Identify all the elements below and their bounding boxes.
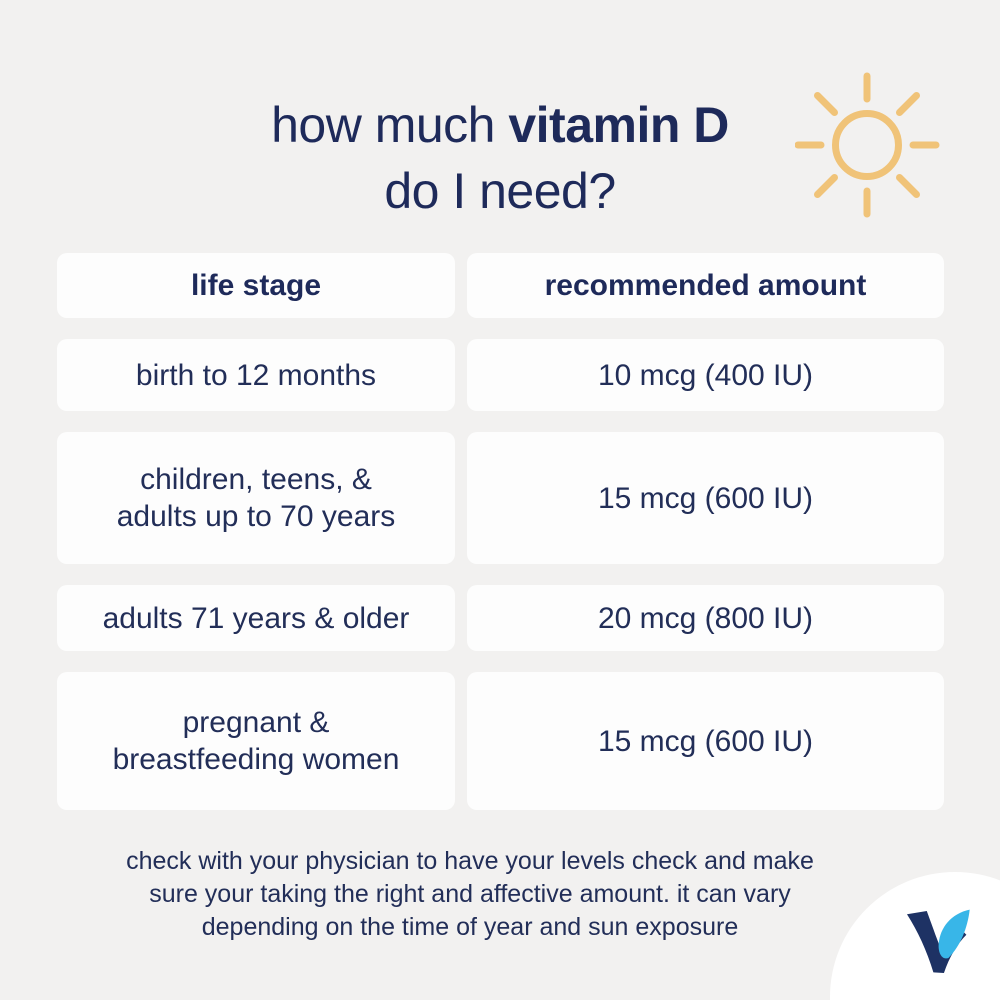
page-title: how much vitamin D do I need? — [0, 92, 1000, 224]
cell-life-stage-row-2: adults 71 years & older — [57, 585, 455, 651]
cell-amount-row-3: 15 mcg (600 IU) — [467, 672, 944, 810]
disclaimer-line-1: check with your physician to have your l… — [126, 847, 814, 875]
title-bold-text: vitamin D — [508, 97, 729, 153]
disclaimer-line-3: depending on the time of year and sun ex… — [201, 913, 739, 941]
cell-amount-row-1: 15 mcg (600 IU) — [467, 432, 944, 564]
cell-text: adults 71 years & older — [102, 601, 410, 635]
cell-life-stage-row-0: birth to 12 months — [57, 339, 455, 411]
cell-text: 15 mcg (600 IU) — [597, 481, 814, 515]
title-line-2: do I need? — [384, 163, 616, 219]
cell-amount-row-2: 20 mcg (800 IU) — [467, 585, 944, 651]
table-header-recommended-amount: recommended amount — [467, 253, 944, 318]
cell-text: 15 mcg (600 IU) — [597, 724, 814, 758]
cell-text: children, teens, & — [140, 463, 372, 496]
cell-text: adults up to 70 years — [116, 500, 396, 533]
cell-text: 10 mcg (400 IU) — [597, 358, 814, 392]
v-brand-logo-icon — [906, 909, 970, 974]
cell-text: 20 mcg (800 IU) — [597, 601, 814, 635]
title-line-1: how much vitamin D — [0, 92, 1000, 158]
v-logo-blue-leaf — [938, 909, 970, 959]
cell-text: breastfeeding women — [112, 743, 400, 776]
cell-life-stage-row-1: children, teens, & adults up to 70 years — [57, 432, 455, 564]
cell-life-stage-row-3: pregnant & breastfeeding women — [57, 672, 455, 810]
cell-text: pregnant & — [182, 706, 330, 739]
title-regular-text: how much — [271, 97, 509, 153]
sun-icon — [795, 72, 940, 218]
disclaimer-line-2: sure your taking the right and affective… — [149, 880, 791, 908]
cell-text: birth to 12 months — [135, 358, 377, 392]
footer-disclaimer: check with your physician to have your l… — [0, 845, 940, 944]
table-header-life-stage: life stage — [57, 253, 455, 318]
cell-amount-row-0: 10 mcg (400 IU) — [467, 339, 944, 411]
vitamin-d-table: life stage recommended amount birth to 1… — [57, 253, 944, 810]
